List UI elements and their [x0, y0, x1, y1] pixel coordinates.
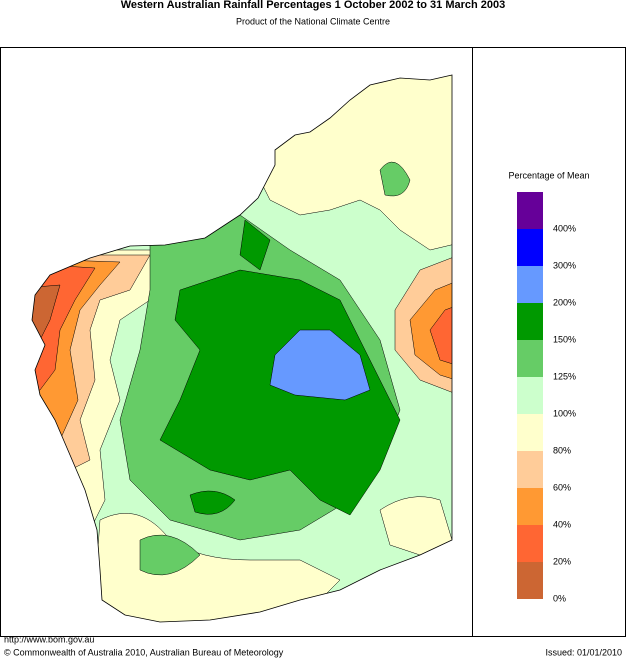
legend-label: 150% [553, 334, 576, 344]
footer-url: http://www.bom.gov.au [4, 634, 94, 644]
rainfall-map [32, 75, 452, 622]
legend-swatch [517, 377, 543, 414]
legend-swatch [517, 266, 543, 303]
coastline [31, 74, 453, 623]
legend-label: 300% [553, 260, 576, 270]
legend: 400% 300% 200% 150% 125% 100% 80% 60% 40% 20% 0% [517, 192, 576, 603]
legend-label: 40% [553, 519, 571, 529]
footer-issued: Issued: 01/01/2010 [545, 647, 622, 657]
title: Western Australian Rainfall Percentages … [121, 0, 506, 11]
footer-copyright: © Commonwealth of Australia 2010, Austra… [4, 647, 284, 657]
legend-swatch [517, 229, 543, 266]
legend-label: 80% [553, 445, 571, 455]
legend-swatch [517, 562, 543, 599]
legend-label: 125% [553, 371, 576, 381]
legend-swatch [517, 192, 543, 229]
subtitle: Product of the National Climate Centre [236, 16, 390, 26]
legend-label: 0% [553, 593, 566, 603]
legend-label: 20% [553, 556, 571, 566]
legend-label: 200% [553, 297, 576, 307]
legend-label: 60% [553, 482, 571, 492]
legend-title: Percentage of Mean [508, 170, 589, 180]
legend-swatch [517, 340, 543, 377]
legend-swatch [517, 303, 543, 340]
legend-swatch [517, 451, 543, 488]
legend-label: 400% [553, 223, 576, 233]
legend-swatch [517, 414, 543, 451]
legend-swatch [517, 525, 543, 562]
legend-label: 100% [553, 408, 576, 418]
legend-swatch [517, 488, 543, 525]
